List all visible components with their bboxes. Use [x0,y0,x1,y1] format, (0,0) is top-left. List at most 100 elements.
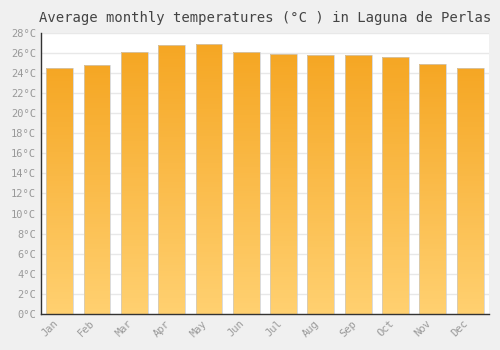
Bar [345,296,372,298]
Bar [345,166,372,169]
Bar [121,81,148,84]
Bar [84,217,110,219]
Bar [345,203,372,205]
Bar [121,217,148,219]
Bar [308,61,334,63]
Bar [457,301,483,304]
Bar [457,311,483,314]
Bar [121,209,148,212]
Bar [121,144,148,146]
Bar [233,204,260,206]
Bar [420,99,446,102]
Bar [46,252,73,255]
Bar [457,223,483,225]
Bar [308,65,334,68]
Bar [46,208,73,211]
Bar [457,198,483,201]
Bar [270,163,297,166]
Bar [345,107,372,110]
Bar [158,311,185,314]
Bar [46,110,73,112]
Bar [233,199,260,201]
Bar [345,262,372,265]
Bar [457,206,483,208]
Bar [121,235,148,238]
Bar [345,74,372,76]
Bar [196,230,222,233]
Bar [84,309,110,311]
Bar [158,145,185,147]
Bar [270,187,297,189]
Bar [121,191,148,194]
Bar [457,176,483,179]
Bar [457,218,483,220]
Bar [420,199,446,202]
Bar [158,276,185,279]
Bar [345,229,372,231]
Bar [420,224,446,226]
Bar [158,110,185,112]
Bar [46,186,73,189]
Bar [84,296,110,299]
Bar [457,294,483,296]
Bar [46,117,73,120]
Bar [382,155,409,157]
Bar [457,90,483,93]
Bar [158,244,185,247]
Bar [46,130,73,132]
Bar [308,311,334,314]
Bar [308,94,334,97]
Bar [196,122,222,125]
Bar [457,112,483,115]
Bar [196,77,222,79]
Bar [158,222,185,225]
Bar [196,273,222,276]
Bar [382,98,409,101]
Bar [420,234,446,236]
Bar [121,136,148,139]
Bar [46,213,73,216]
Bar [196,233,222,236]
Bar [121,246,148,248]
Bar [233,209,260,212]
Bar [457,287,483,289]
Bar [46,279,73,282]
Bar [84,284,110,286]
Bar [46,88,73,90]
Bar [233,308,260,311]
Bar [233,86,260,89]
Title: Average monthly temperatures (°C ) in Laguna de Perlas: Average monthly temperatures (°C ) in La… [39,11,491,25]
Bar [158,260,185,263]
Bar [382,196,409,198]
Bar [382,114,409,116]
Bar [345,102,372,104]
Bar [196,96,222,98]
Bar [457,309,483,311]
Bar [345,236,372,239]
Bar [457,194,483,196]
Bar [46,100,73,103]
Bar [308,278,334,280]
Bar [457,260,483,262]
Bar [196,292,222,295]
Bar [196,163,222,166]
Bar [382,134,409,137]
Bar [158,153,185,155]
Bar [233,125,260,128]
Bar [84,187,110,189]
Bar [158,188,185,190]
Bar [84,239,110,241]
Bar [158,180,185,182]
Bar [121,162,148,165]
Bar [196,125,222,128]
Bar [46,115,73,117]
Bar [308,117,334,120]
Bar [457,299,483,301]
Bar [121,128,148,131]
Bar [196,171,222,174]
Bar [121,256,148,259]
Bar [233,141,260,144]
Bar [84,259,110,261]
Bar [345,86,372,89]
Bar [382,183,409,186]
